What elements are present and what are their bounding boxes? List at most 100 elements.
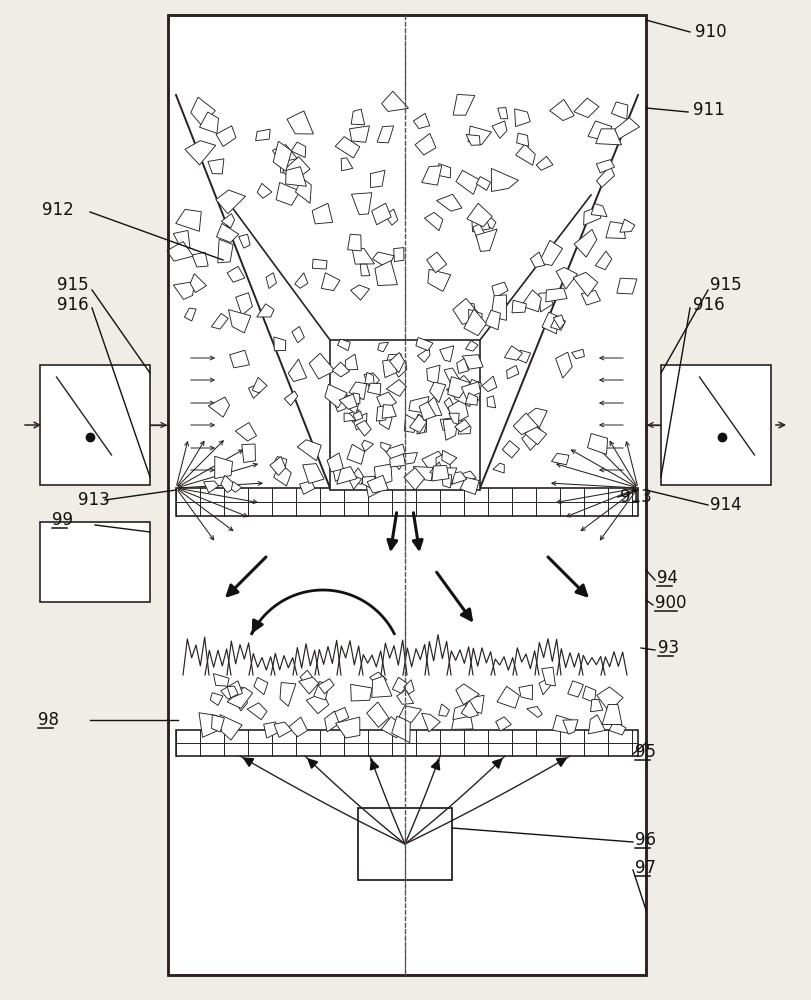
Polygon shape bbox=[530, 252, 545, 267]
Polygon shape bbox=[382, 91, 409, 111]
Polygon shape bbox=[356, 420, 371, 436]
Polygon shape bbox=[581, 290, 600, 305]
Polygon shape bbox=[519, 685, 533, 700]
Polygon shape bbox=[327, 453, 344, 472]
Polygon shape bbox=[615, 118, 640, 140]
Polygon shape bbox=[309, 353, 335, 379]
Polygon shape bbox=[337, 339, 350, 351]
Text: 912: 912 bbox=[42, 201, 74, 219]
Polygon shape bbox=[362, 440, 374, 451]
Polygon shape bbox=[232, 687, 247, 711]
Bar bbox=[40, 522, 150, 602]
Polygon shape bbox=[213, 674, 229, 686]
Polygon shape bbox=[542, 667, 556, 686]
Polygon shape bbox=[609, 721, 626, 735]
Polygon shape bbox=[497, 686, 519, 708]
Polygon shape bbox=[563, 720, 578, 734]
Polygon shape bbox=[314, 681, 329, 700]
Polygon shape bbox=[350, 468, 363, 484]
Polygon shape bbox=[221, 475, 237, 493]
Text: 913: 913 bbox=[620, 488, 652, 506]
Polygon shape bbox=[493, 463, 504, 473]
Polygon shape bbox=[353, 413, 367, 430]
Polygon shape bbox=[536, 156, 553, 170]
Polygon shape bbox=[324, 711, 339, 732]
Polygon shape bbox=[381, 442, 391, 452]
Polygon shape bbox=[448, 398, 468, 424]
Polygon shape bbox=[344, 413, 356, 422]
Polygon shape bbox=[167, 241, 193, 261]
Polygon shape bbox=[584, 206, 601, 225]
Polygon shape bbox=[295, 178, 311, 203]
Polygon shape bbox=[422, 451, 448, 474]
Polygon shape bbox=[333, 707, 349, 725]
Polygon shape bbox=[525, 426, 547, 445]
Polygon shape bbox=[351, 193, 371, 215]
Polygon shape bbox=[376, 406, 387, 421]
Polygon shape bbox=[483, 214, 496, 229]
Polygon shape bbox=[227, 687, 253, 708]
Polygon shape bbox=[370, 672, 387, 686]
Polygon shape bbox=[539, 240, 563, 265]
Polygon shape bbox=[298, 677, 319, 694]
Polygon shape bbox=[469, 309, 483, 323]
Polygon shape bbox=[461, 471, 476, 481]
Polygon shape bbox=[384, 444, 406, 470]
Polygon shape bbox=[208, 397, 230, 417]
Polygon shape bbox=[294, 114, 306, 131]
Polygon shape bbox=[254, 677, 268, 695]
Polygon shape bbox=[363, 476, 375, 489]
Polygon shape bbox=[546, 288, 567, 302]
Polygon shape bbox=[482, 376, 497, 392]
Polygon shape bbox=[349, 475, 362, 489]
Polygon shape bbox=[553, 315, 564, 329]
Polygon shape bbox=[422, 713, 440, 732]
Polygon shape bbox=[229, 310, 251, 333]
Polygon shape bbox=[453, 375, 473, 393]
Polygon shape bbox=[422, 166, 442, 185]
Polygon shape bbox=[440, 468, 457, 485]
Polygon shape bbox=[568, 681, 583, 697]
Polygon shape bbox=[466, 695, 484, 713]
Polygon shape bbox=[620, 219, 635, 232]
Polygon shape bbox=[312, 203, 333, 224]
Polygon shape bbox=[208, 159, 224, 174]
Polygon shape bbox=[210, 693, 223, 705]
Polygon shape bbox=[351, 109, 365, 125]
Polygon shape bbox=[273, 141, 292, 171]
Polygon shape bbox=[318, 679, 334, 694]
Polygon shape bbox=[360, 264, 370, 276]
Polygon shape bbox=[390, 454, 406, 467]
Polygon shape bbox=[264, 722, 279, 738]
Polygon shape bbox=[444, 398, 455, 410]
Polygon shape bbox=[288, 359, 307, 382]
Polygon shape bbox=[442, 450, 457, 465]
Polygon shape bbox=[274, 337, 285, 351]
Polygon shape bbox=[432, 465, 449, 481]
Polygon shape bbox=[588, 121, 611, 141]
Polygon shape bbox=[185, 141, 216, 165]
Polygon shape bbox=[350, 393, 360, 404]
Polygon shape bbox=[473, 224, 487, 241]
Polygon shape bbox=[217, 223, 238, 242]
Polygon shape bbox=[335, 137, 360, 158]
Polygon shape bbox=[371, 676, 392, 697]
Text: 93: 93 bbox=[658, 639, 679, 657]
Polygon shape bbox=[375, 464, 392, 487]
Polygon shape bbox=[386, 379, 406, 396]
Polygon shape bbox=[247, 703, 267, 720]
Text: 99: 99 bbox=[52, 511, 73, 529]
Polygon shape bbox=[512, 300, 526, 313]
Polygon shape bbox=[617, 278, 637, 294]
Polygon shape bbox=[385, 209, 398, 225]
Bar bbox=[168, 15, 646, 975]
Polygon shape bbox=[444, 368, 460, 383]
Polygon shape bbox=[220, 715, 242, 740]
Text: 97: 97 bbox=[635, 859, 656, 877]
Polygon shape bbox=[409, 396, 429, 413]
Polygon shape bbox=[424, 212, 443, 231]
Polygon shape bbox=[312, 259, 327, 269]
Polygon shape bbox=[461, 700, 478, 718]
Polygon shape bbox=[457, 358, 469, 373]
Polygon shape bbox=[236, 293, 252, 315]
